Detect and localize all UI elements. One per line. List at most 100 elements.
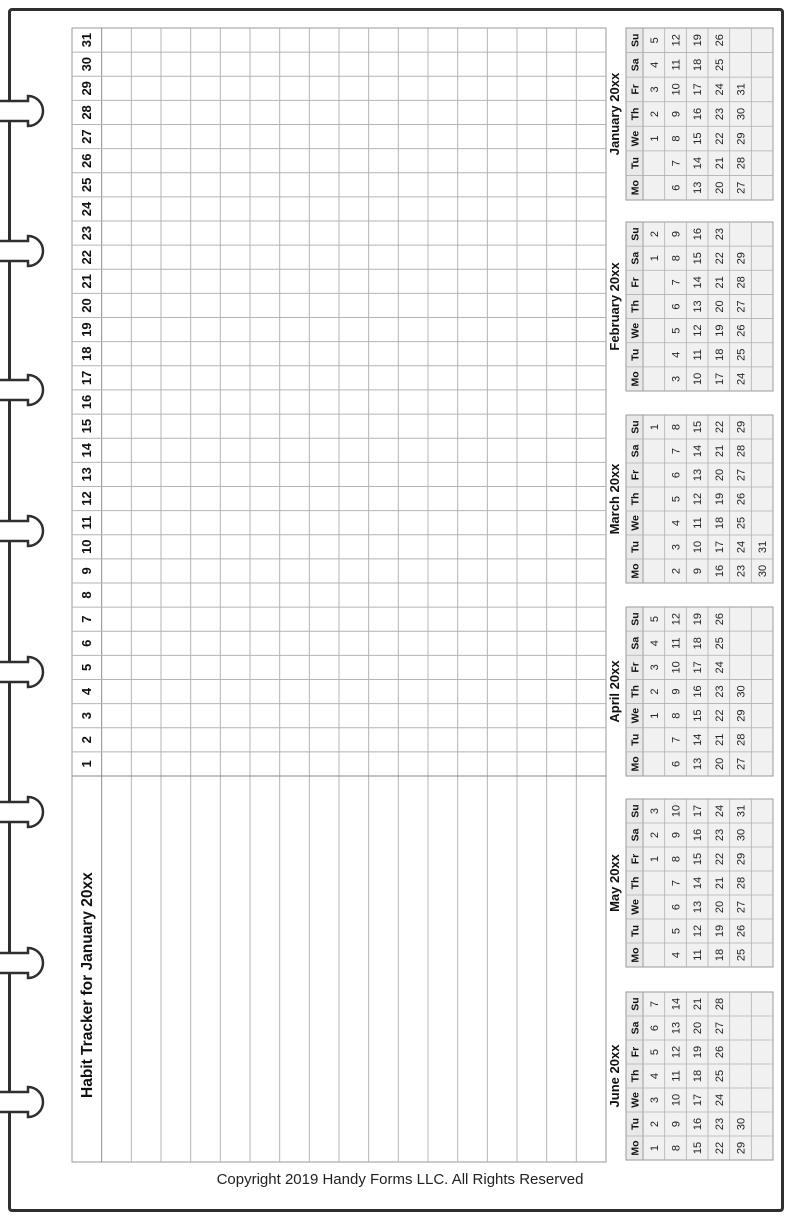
- mini-calendar-day: 6: [649, 1025, 661, 1031]
- mini-calendar-day: 25: [736, 949, 748, 961]
- mini-calendar-day: 31: [757, 541, 769, 553]
- mini-calendar-day: 20: [692, 1022, 704, 1034]
- mini-calendar-day: 14: [692, 734, 704, 746]
- day-number-label: 6: [79, 640, 94, 647]
- weekday-header-label: Th: [630, 1070, 642, 1083]
- mini-calendar-day: 28: [736, 157, 748, 169]
- mini-calendar-day: 3: [671, 544, 683, 550]
- day-number-label: 4: [79, 687, 94, 695]
- mini-calendar-day: 15: [692, 1142, 704, 1154]
- mini-calendar-day: 28: [736, 734, 748, 746]
- weekday-header-label: Sa: [630, 637, 642, 650]
- mini-calendar-day: 28: [736, 445, 748, 457]
- mini-calendar-day: 1: [649, 424, 661, 430]
- mini-calendar-day: 6: [671, 472, 683, 478]
- mini-calendar-day: 24: [714, 83, 726, 95]
- mini-calendar-day: 18: [714, 517, 726, 529]
- mini-calendar-day: 1: [649, 856, 661, 862]
- mini-calendar-day: 4: [671, 952, 683, 958]
- day-number-label: 21: [79, 274, 94, 288]
- mini-calendar-day: 16: [692, 228, 704, 240]
- mini-calendar-day: 26: [736, 925, 748, 937]
- mini-calendar-day: 19: [714, 325, 726, 337]
- weekday-header-label: Su: [630, 34, 642, 47]
- mini-calendar-day: 8: [671, 713, 683, 719]
- day-number-label: 10: [79, 540, 94, 554]
- weekday-header-label: We: [630, 708, 642, 724]
- day-number-label: 16: [79, 395, 94, 409]
- day-number-label: 23: [79, 226, 94, 240]
- mini-calendar-day: 21: [714, 157, 726, 169]
- mini-calendar-day: 20: [714, 469, 726, 481]
- mini-calendar-day: 8: [671, 255, 683, 261]
- mini-calendar-day: 17: [714, 541, 726, 553]
- weekday-header-strip: [625, 798, 644, 968]
- mini-calendar-day: 27: [714, 1022, 726, 1034]
- mini-calendar-day: 17: [692, 1094, 704, 1106]
- mini-calendar-day: 23: [714, 1118, 726, 1130]
- mini-calendar-day: 13: [692, 901, 704, 913]
- mini-calendar-day: 4: [671, 352, 683, 358]
- mini-calendar-day: 14: [692, 157, 704, 169]
- mini-calendar-day: 3: [671, 376, 683, 382]
- mini-calendar-day: 7: [671, 448, 683, 454]
- weekday-header-strip: [625, 27, 644, 201]
- mini-calendar-day: 10: [671, 83, 683, 95]
- mini-calendar-day: 29: [736, 421, 748, 433]
- weekday-header-label: We: [630, 131, 642, 147]
- mini-calendar-day: 26: [714, 34, 726, 46]
- mini-calendar-day: 25: [714, 637, 726, 649]
- mini-calendar-day: 19: [692, 34, 704, 46]
- day-number-label: 22: [79, 250, 94, 264]
- binder-ring-icon: [0, 514, 45, 548]
- mini-calendar-day: 8: [671, 1145, 683, 1151]
- day-number-label: 12: [79, 491, 94, 505]
- page-border: [8, 8, 784, 1212]
- mini-calendar-day: 9: [671, 832, 683, 838]
- mini-calendar-day: 23: [714, 228, 726, 240]
- mini-calendar-day: 6: [671, 904, 683, 910]
- mini-calendar-day: 9: [671, 231, 683, 237]
- weekday-header-strip: [625, 414, 644, 584]
- weekday-header-label: Th: [630, 877, 642, 890]
- mini-calendar-day: 23: [714, 685, 726, 697]
- mini-calendar-day: 21: [692, 998, 704, 1010]
- weekday-header-label: Sa: [630, 1021, 642, 1034]
- mini-calendar-background: [625, 798, 774, 968]
- weekday-header-label: Mo: [630, 1140, 642, 1155]
- mini-calendar-day: 22: [714, 853, 726, 865]
- mini-calendar-day: 26: [736, 493, 748, 505]
- mini-calendar-title: April 20xx: [607, 660, 622, 723]
- mini-calendar-day: 7: [671, 160, 683, 166]
- mini-calendar-day: 22: [714, 132, 726, 144]
- mini-calendar-day: 25: [736, 349, 748, 361]
- mini-calendar-day: 5: [649, 37, 661, 43]
- mini-calendar-day: 15: [692, 421, 704, 433]
- mini-calendar-day: 16: [714, 565, 726, 577]
- mini-calendar-day: 9: [671, 688, 683, 694]
- mini-calendar-day: 20: [714, 901, 726, 913]
- day-number-label: 3: [79, 712, 94, 719]
- weekday-header-label: Sa: [630, 252, 642, 265]
- day-number-labels: 1234567891011121314151617181920212223242…: [79, 33, 94, 768]
- mini-calendar-day: 12: [671, 613, 683, 625]
- mini-calendar-day: 4: [671, 520, 683, 526]
- mini-calendar-day: 21: [714, 734, 726, 746]
- mini-calendar-title: March 20xx: [607, 463, 622, 535]
- mini-calendar-day: 18: [714, 349, 726, 361]
- weekday-header-label: Sa: [630, 828, 642, 841]
- day-number-label: 9: [79, 567, 94, 574]
- mini-calendar-day: 7: [671, 880, 683, 886]
- mini-calendar-day: 17: [692, 805, 704, 817]
- binder-ring-icon: [0, 94, 45, 128]
- mini-calendar-day: 12: [671, 34, 683, 46]
- mini-calendar-day: 6: [671, 185, 683, 191]
- mini-calendar-day: 2: [671, 568, 683, 574]
- binder-ring-icon: [0, 1085, 45, 1119]
- mini-calendar-day: 3: [649, 1097, 661, 1103]
- mini-calendar-background: [625, 221, 774, 392]
- mini-calendar-day: 12: [692, 325, 704, 337]
- mini-calendar-day: 2: [649, 231, 661, 237]
